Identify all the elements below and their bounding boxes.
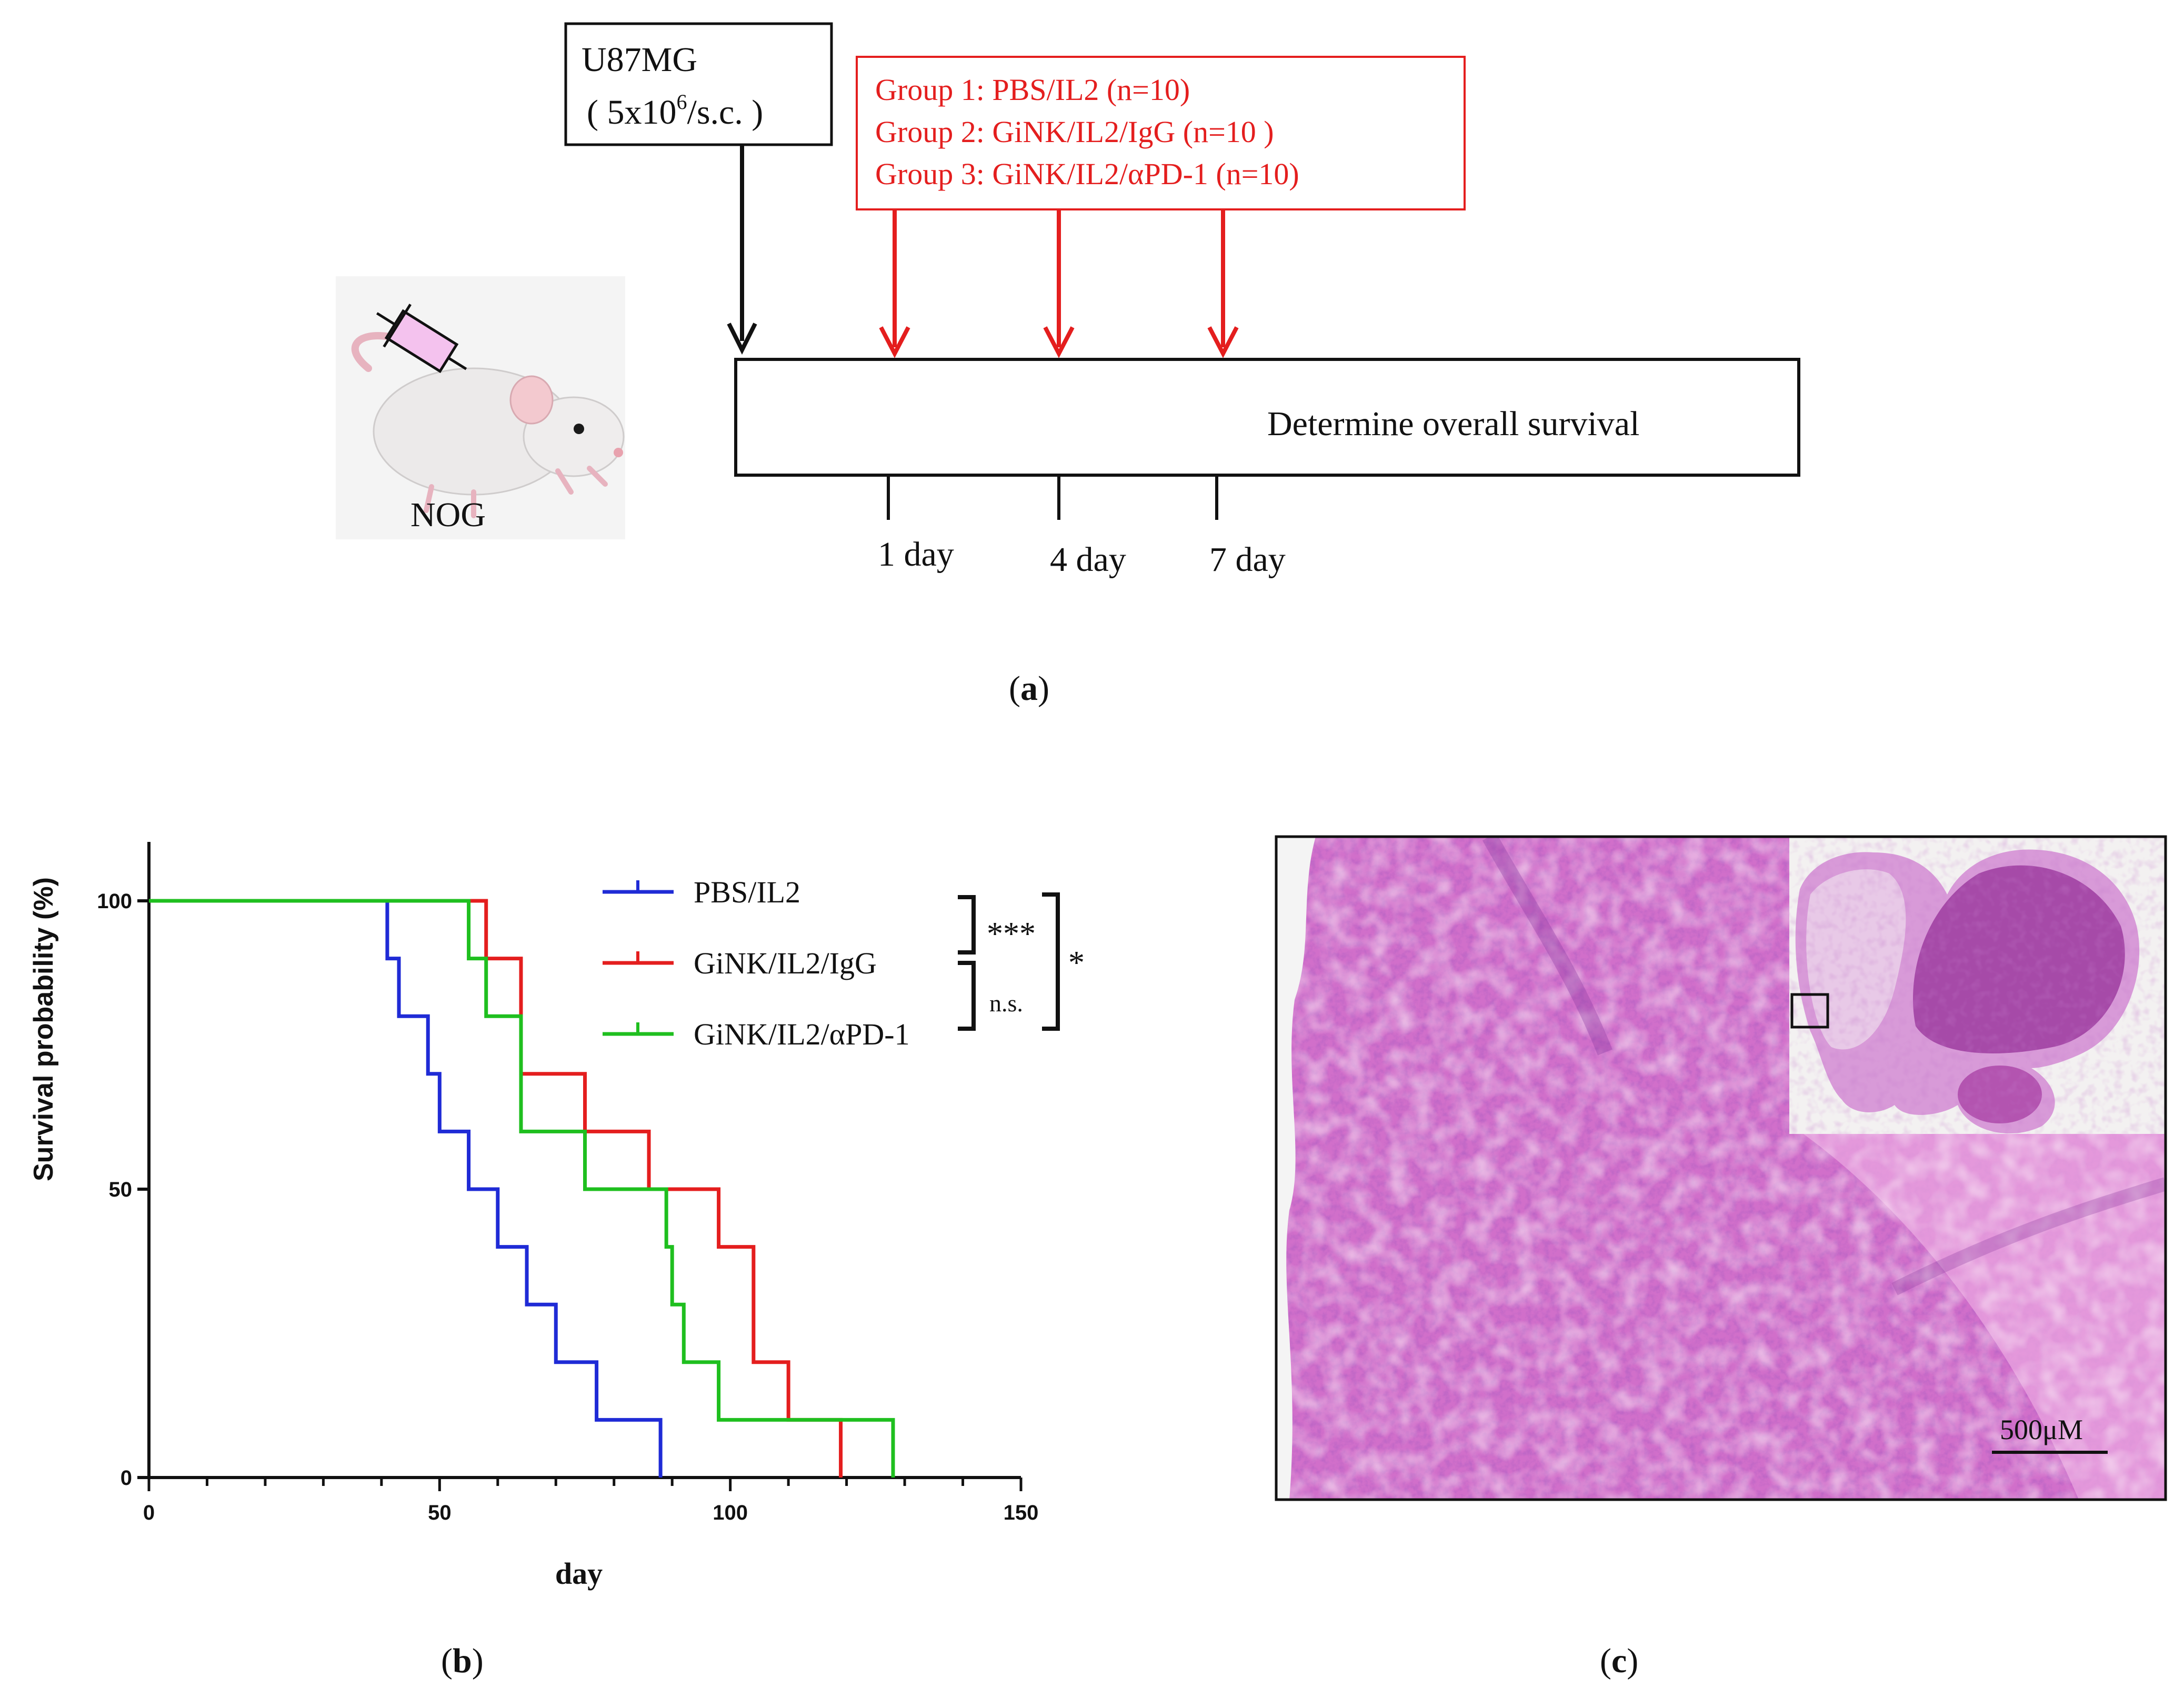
day-label-4: 4 day (1050, 540, 1126, 579)
sig-bracket-3 (1042, 892, 1060, 1031)
treatment-arrow-3 (1207, 209, 1239, 358)
caption-c: (c) (1600, 1642, 1638, 1680)
mouse-illustration: NOG (336, 276, 625, 539)
y-tick-label: 100 (97, 890, 132, 913)
group-2-label: Group 2: GiNK/IL2/IgG (n=10 ) (875, 115, 1274, 149)
dose-label: ( 5x106/s.c. ) (587, 90, 763, 132)
scale-bar-label: 500μM (2000, 1414, 2083, 1445)
km-series-1 (149, 899, 663, 1478)
x-tick-label: 50 (428, 1501, 452, 1524)
groups-box (856, 56, 1466, 210)
cell-line-label: U87MG (582, 41, 697, 79)
legend-label-3: GiNK/IL2/αPD-1 (694, 1017, 910, 1051)
sig-label-3: * (1068, 945, 1085, 981)
legend-label-2: GiNK/IL2/IgG (694, 946, 877, 980)
x-tick-label: 0 (143, 1501, 155, 1524)
legend-label-1: PBS/IL2 (694, 875, 800, 909)
x-tick-label: 150 (1004, 1501, 1039, 1524)
treatment-arrow-2 (1043, 209, 1075, 358)
caption-a: (a) (1009, 669, 1049, 708)
panel-a: U87MG ( 5x106/s.c. ) Group 1: PBS/IL2 (n… (336, 22, 1800, 708)
group-1-label: Group 1: PBS/IL2 (n=10) (875, 73, 1190, 107)
timeline-text: Determine overall survival (1267, 405, 1639, 443)
panel-b-chart: 0 50 100 0 50 100 150 PBS/IL2 GiNK/IL2/IgG GiNK/… (28, 842, 1085, 1680)
cell-line-box (564, 22, 833, 146)
sig-bracket-2 (958, 961, 976, 1031)
panel-c-histology: 500μM (c) (1275, 835, 2167, 1680)
y-tick-label: 0 (121, 1466, 132, 1490)
x-tick-label: 100 (713, 1501, 748, 1524)
treatment-arrow-1 (879, 209, 910, 358)
injection-arrow-head (727, 323, 757, 355)
caption-b: (b) (441, 1642, 484, 1680)
mouse-label: NOG (410, 496, 486, 534)
group-3-label: Group 3: GiNK/IL2/αPD-1 (n=10) (875, 157, 1299, 191)
histology-frame (1275, 835, 2167, 1501)
overview-inset (1789, 837, 2166, 1134)
day-label-7: 7 day (1209, 540, 1286, 579)
sig-bracket-1 (958, 895, 976, 954)
km-series-3 (149, 899, 895, 1478)
sig-label-1: *** (987, 916, 1036, 952)
x-axis-title: day (555, 1556, 603, 1591)
timeline-box (734, 358, 1800, 477)
inset-region-marker (1790, 993, 1829, 1029)
y-axis-title: Survival probability (%) (28, 877, 59, 1181)
sig-label-2: n.s. (989, 990, 1023, 1017)
y-tick-label: 50 (109, 1178, 133, 1201)
day-label-1: 1 day (878, 535, 954, 574)
